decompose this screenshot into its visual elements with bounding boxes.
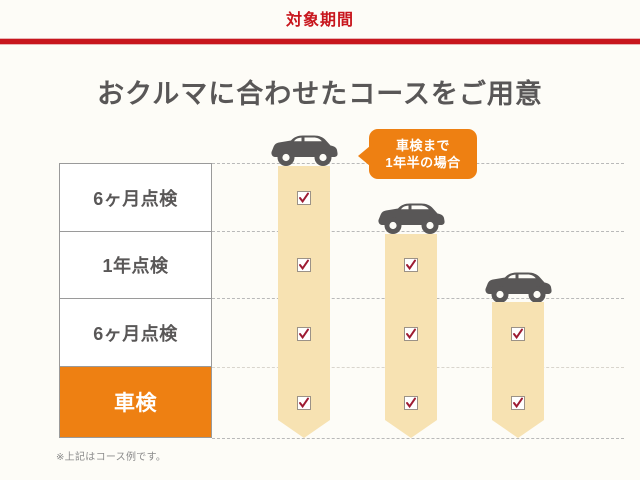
course-bar-a <box>278 166 330 420</box>
callout-line-1: 車検まで <box>395 138 450 153</box>
callout-bubble: 車検まで 1年半の場合 <box>369 129 477 179</box>
service-label-table: 6ヶ月点検 1年点検 6ヶ月点検 車検 <box>59 163 212 438</box>
check-b-3 <box>404 396 418 410</box>
car-icon <box>481 270 555 306</box>
service-row-label-1: 1年点検 <box>60 232 211 299</box>
check-b-1 <box>404 258 418 272</box>
service-row-label-3: 車検 <box>60 367 211 437</box>
check-c-2 <box>511 327 525 341</box>
check-b-2 <box>404 327 418 341</box>
header-divider-rule <box>0 38 640 45</box>
callout-line-2: 1年半の場合 <box>385 155 461 170</box>
header-title: 対象期間 <box>285 12 354 29</box>
footnote: ※上記はコース例です。 <box>56 452 167 463</box>
page-title: おクルマに合わせたコースをご用意 <box>97 79 543 109</box>
check-c-3 <box>511 396 525 410</box>
gridline-bottom <box>212 438 624 439</box>
gridline-1 <box>212 231 624 232</box>
car-icon <box>267 133 341 169</box>
check-a-3 <box>297 396 311 410</box>
car-icon <box>374 201 448 237</box>
check-a-1 <box>297 258 311 272</box>
service-row-label-2: 6ヶ月点検 <box>60 299 211 367</box>
check-a-2 <box>297 327 311 341</box>
course-bar-c-tip <box>492 420 544 438</box>
service-row-label-0: 6ヶ月点検 <box>60 164 211 232</box>
header-band: 対象期間 <box>0 0 640 45</box>
course-bar-b-tip <box>385 420 437 438</box>
callout-tail <box>358 146 370 166</box>
course-bar-a-tip <box>278 420 330 438</box>
check-a-0 <box>297 191 311 205</box>
